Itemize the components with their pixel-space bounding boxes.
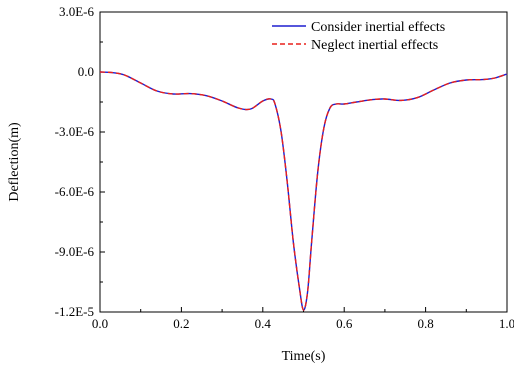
legend-label-neglect: Neglect inertial effects bbox=[311, 38, 438, 53]
series-layer bbox=[99, 71, 508, 311]
x-axis: 0.0 0.2 0.4 0.6 0.8 1.0 bbox=[92, 307, 514, 331]
x-tick-label: 0.4 bbox=[255, 316, 272, 331]
series-line-neglect bbox=[99, 71, 508, 311]
x-tick-label: 0.8 bbox=[417, 316, 433, 331]
y-tick-label: -1.2E-5 bbox=[55, 304, 94, 319]
legend-label-consider: Consider inertial effects bbox=[311, 20, 445, 35]
y-axis: 3.0E-6 0.0 -3.0E-6 -6.0E-6 -9.0E-6 -1.2E-5 bbox=[55, 4, 105, 319]
x-axis-title: Time(s) bbox=[282, 349, 326, 364]
x-tick-label: 0.6 bbox=[336, 316, 353, 331]
plot-frame bbox=[99, 11, 508, 313]
y-tick-label: -9.0E-6 bbox=[55, 244, 95, 259]
x-tick-label: 1.0 bbox=[499, 316, 514, 331]
legend: Consider inertial effects Neglect inerti… bbox=[272, 20, 445, 53]
x-tick-label: 0.0 bbox=[92, 316, 108, 331]
y-tick-label: 0.0 bbox=[78, 64, 94, 79]
y-tick-label: 3.0E-6 bbox=[59, 4, 95, 19]
y-tick-label: -3.0E-6 bbox=[55, 124, 95, 139]
plot-area bbox=[99, 11, 508, 313]
y-axis-title: Deflection(m) bbox=[7, 122, 22, 202]
y-tick-label: -6.0E-6 bbox=[55, 184, 95, 199]
x-tick-label: 0.2 bbox=[173, 316, 189, 331]
series-line-consider bbox=[99, 71, 508, 311]
